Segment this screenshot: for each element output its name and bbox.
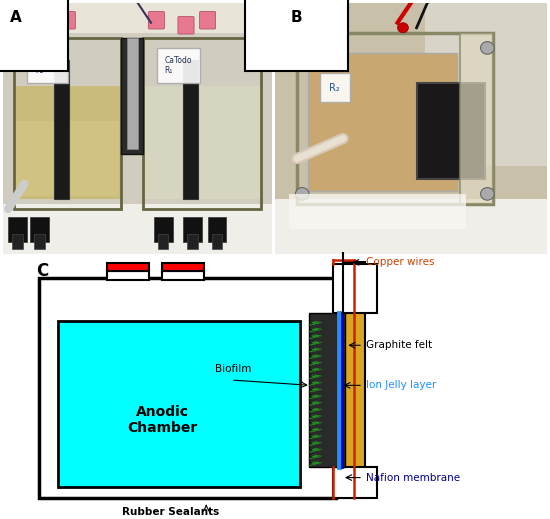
Bar (158, 234, 168, 249)
Bar (39, 278, 336, 498)
Circle shape (481, 187, 494, 200)
Bar (12, 234, 23, 249)
Bar (16, 121, 119, 196)
Text: B: B (291, 10, 302, 25)
Text: Copper wires: Copper wires (366, 257, 434, 267)
Bar (188, 234, 198, 249)
Bar (307, 53, 458, 192)
Bar (425, 3, 547, 166)
Bar (3, 204, 272, 254)
Bar (34, 234, 45, 249)
Text: CaTodo
R₁: CaTodo R₁ (164, 56, 192, 75)
Bar (54, 61, 69, 199)
Bar (183, 61, 198, 199)
Bar (143, 38, 261, 209)
Bar (30, 216, 48, 242)
Bar (153, 216, 173, 242)
Bar (333, 264, 377, 313)
Bar (8, 216, 27, 242)
Bar (344, 263, 365, 498)
Bar (107, 263, 148, 271)
Ellipse shape (398, 23, 409, 33)
Text: C: C (36, 263, 48, 280)
Bar (333, 467, 377, 498)
Bar (162, 271, 204, 280)
Bar (126, 38, 138, 148)
Bar (460, 33, 493, 204)
Bar (297, 33, 493, 204)
Bar (183, 216, 202, 242)
Circle shape (481, 42, 494, 54)
FancyBboxPatch shape (148, 11, 164, 29)
Bar (58, 321, 300, 487)
Circle shape (295, 42, 309, 54)
Bar (107, 271, 148, 280)
Bar (289, 194, 465, 229)
Text: Graphite felt: Graphite felt (366, 340, 432, 350)
FancyBboxPatch shape (16, 11, 32, 29)
Bar (212, 234, 222, 249)
Text: AnodO
R₁: AnodO R₁ (35, 56, 60, 75)
FancyBboxPatch shape (38, 11, 54, 29)
Circle shape (295, 187, 309, 200)
Text: R₂: R₂ (329, 83, 340, 93)
Bar (309, 313, 345, 467)
FancyBboxPatch shape (178, 17, 194, 34)
Text: Anodic
Chamber: Anodic Chamber (127, 405, 197, 435)
Bar (416, 83, 485, 179)
Bar (275, 199, 547, 254)
Bar (122, 38, 143, 154)
Text: Rubber Sealants: Rubber Sealants (122, 507, 219, 517)
Bar (207, 216, 227, 242)
Bar (162, 263, 204, 271)
Text: Nafion membrane: Nafion membrane (366, 473, 460, 483)
FancyBboxPatch shape (200, 11, 216, 29)
Bar (3, 3, 272, 33)
Text: Biofilm: Biofilm (214, 364, 251, 374)
Bar (14, 86, 122, 199)
Text: Ion Jelly layer: Ion Jelly layer (366, 380, 436, 390)
Bar (143, 86, 261, 199)
FancyBboxPatch shape (59, 11, 75, 29)
Text: A: A (10, 10, 22, 25)
Bar (14, 38, 122, 209)
Bar (307, 53, 458, 192)
